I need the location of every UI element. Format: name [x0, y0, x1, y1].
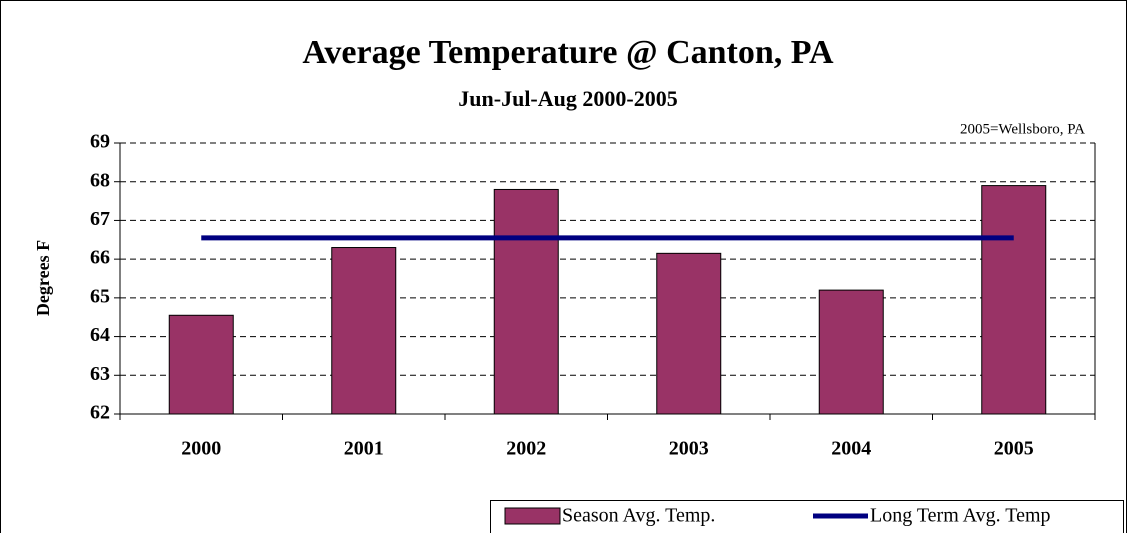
legend-box	[490, 500, 1124, 533]
x-tick-label: 2002	[506, 438, 546, 460]
legend-label: Long Term Avg. Temp	[870, 505, 1051, 527]
y-tick-label: 68	[90, 169, 110, 191]
bar	[493, 188, 559, 415]
bar	[168, 314, 234, 415]
legend-label: Season Avg. Temp.	[562, 505, 715, 527]
annotation: 2005=Wellsboro, PA	[960, 121, 1085, 137]
chart-subtitle: Jun-Jul-Aug 2000-2005	[458, 86, 677, 111]
legend-swatch	[504, 507, 561, 525]
x-tick-label: 2000	[181, 438, 221, 460]
y-tick-label: 65	[90, 285, 110, 307]
x-tick-label: 2005	[994, 438, 1034, 460]
bar	[656, 252, 722, 415]
bar	[818, 289, 884, 415]
y-tick-label: 63	[90, 363, 110, 385]
x-tick-label: 2004	[831, 438, 871, 460]
y-tick-label: 66	[90, 247, 110, 269]
x-tick-label: 2001	[344, 438, 384, 460]
y-tick-label: 67	[90, 208, 110, 230]
y-tick-label: 64	[90, 324, 110, 346]
x-tick-label: 2003	[669, 438, 709, 460]
bar	[981, 185, 1047, 415]
y-tick-label: 62	[90, 402, 110, 424]
y-tick-label: 69	[90, 131, 110, 153]
chart-title: Average Temperature @ Canton, PA	[302, 34, 834, 71]
y-axis-label: Degrees F	[33, 240, 53, 316]
bar	[331, 247, 397, 415]
